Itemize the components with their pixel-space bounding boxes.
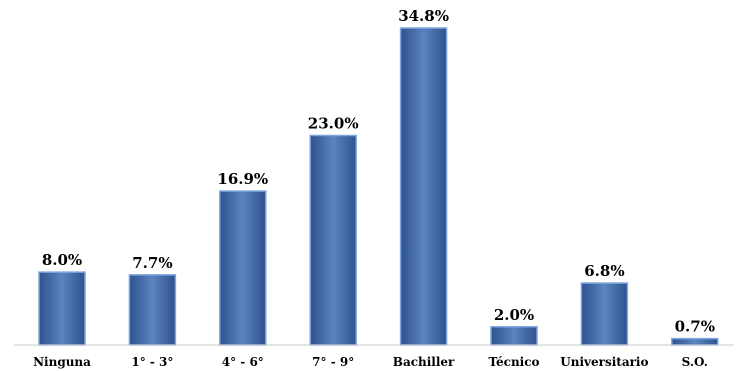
bar-4 [399,27,448,346]
data-labels: 8.0% 7.7% 16.9% 23.0% 34.8% 2.0% 6.8% 0.7% [42,7,715,336]
data-label-6: 6.8% [584,262,624,280]
category-label-6: Universitario [560,355,648,369]
category-label-3: 7° - 9° [312,355,354,369]
data-label-4: 34.8% [398,7,449,25]
category-label-0: Ninguna [33,355,91,369]
category-label-5: Técnico [488,355,539,369]
data-label-1: 7.7% [132,254,172,272]
bar-0 [38,271,86,346]
category-labels: Ninguna 1° - 3° 4° - 6° 7° - 9° Bachiller Téc… [33,355,708,369]
data-label-3: 23.0% [308,114,359,132]
bar-1 [128,274,177,346]
bar-series [38,27,719,346]
data-label-7: 0.7% [675,318,715,336]
category-label-4: Bachiller [393,355,455,369]
category-label-1: 1° - 3° [131,355,173,369]
bar-2 [219,190,267,346]
category-label-7: S.O. [682,355,708,369]
data-label-5: 2.0% [494,306,534,324]
data-label-2: 16.9% [217,170,268,188]
category-label-2: 4° - 6° [222,355,264,369]
bar-3 [309,134,357,346]
data-label-0: 8.0% [42,251,82,269]
bar-5 [490,326,538,346]
bar-7 [671,337,719,346]
bar-6 [580,282,629,346]
